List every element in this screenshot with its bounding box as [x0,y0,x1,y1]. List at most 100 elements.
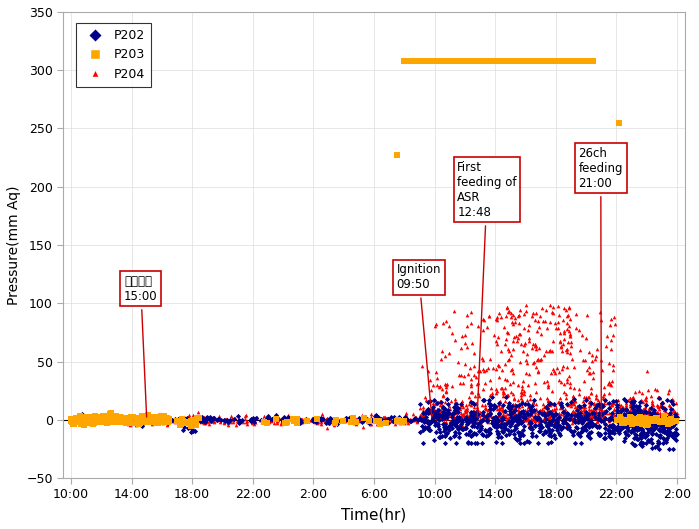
Point [466,416,477,425]
Point [67,416,78,424]
Point [187,417,199,426]
Point [315,419,326,428]
Point [542,376,553,385]
Point [85,417,96,425]
Point [437,432,448,440]
Point [631,412,642,421]
Point [556,424,567,433]
Point [578,415,589,423]
Point [530,416,541,424]
Point [219,416,231,425]
Point [459,339,470,347]
Point [651,400,663,409]
Point [626,418,637,426]
Point [75,417,87,425]
Point [656,398,668,407]
Point [625,394,636,403]
Point [299,415,310,423]
Point [662,426,673,435]
Point [438,319,449,327]
Point [665,418,677,426]
Point [622,422,633,430]
Point [96,416,108,425]
Point [610,320,621,328]
Point [331,420,343,428]
Point [490,415,501,424]
Point [467,387,478,396]
Point [603,404,614,412]
Point [182,413,194,421]
Point [646,439,657,448]
Point [614,411,625,419]
Point [657,419,668,428]
Point [135,418,146,426]
Point [124,416,136,424]
Point [436,347,447,355]
Point [101,414,112,423]
Point [633,407,644,415]
Point [159,417,171,426]
Point [671,436,682,445]
Point [94,417,105,425]
Point [539,416,550,424]
Point [586,357,598,366]
Point [320,416,331,424]
Point [563,371,575,380]
Point [499,384,510,393]
Point [123,413,134,422]
Point [279,415,290,423]
Point [565,398,577,407]
Point [548,367,559,376]
Point [571,402,582,411]
Point [517,412,528,421]
Point [461,406,473,414]
Point [475,408,486,416]
Point [613,409,624,417]
Point [420,413,431,422]
Point [563,415,575,423]
Point [221,415,232,423]
Point [98,412,109,421]
Point [427,409,438,417]
Point [569,414,580,423]
Point [547,406,558,414]
Point [654,402,665,411]
Point [583,348,594,357]
Point [577,419,588,427]
Point [522,403,533,411]
Point [635,406,646,414]
Point [579,356,591,364]
Point [457,379,468,387]
Point [287,415,298,424]
Point [568,431,579,439]
Point [484,57,496,65]
Point [441,395,452,403]
Point [248,419,259,428]
Point [135,414,146,422]
Point [230,414,241,422]
Point [460,400,471,409]
Point [605,400,617,409]
Point [615,406,626,415]
Point [624,407,635,416]
Point [518,439,529,448]
Point [618,406,629,414]
Point [528,396,540,405]
Point [613,428,624,437]
Point [269,414,280,422]
Point [616,411,627,419]
Point [584,413,595,421]
Point [629,430,640,439]
Point [510,399,521,408]
Point [473,389,484,397]
Point [500,416,512,425]
Point [432,398,443,407]
Point [563,304,575,312]
Point [452,399,463,408]
Point [512,380,524,389]
Point [69,415,80,423]
Point [372,413,383,422]
Point [512,57,523,65]
Point [530,308,541,317]
Point [69,415,80,423]
